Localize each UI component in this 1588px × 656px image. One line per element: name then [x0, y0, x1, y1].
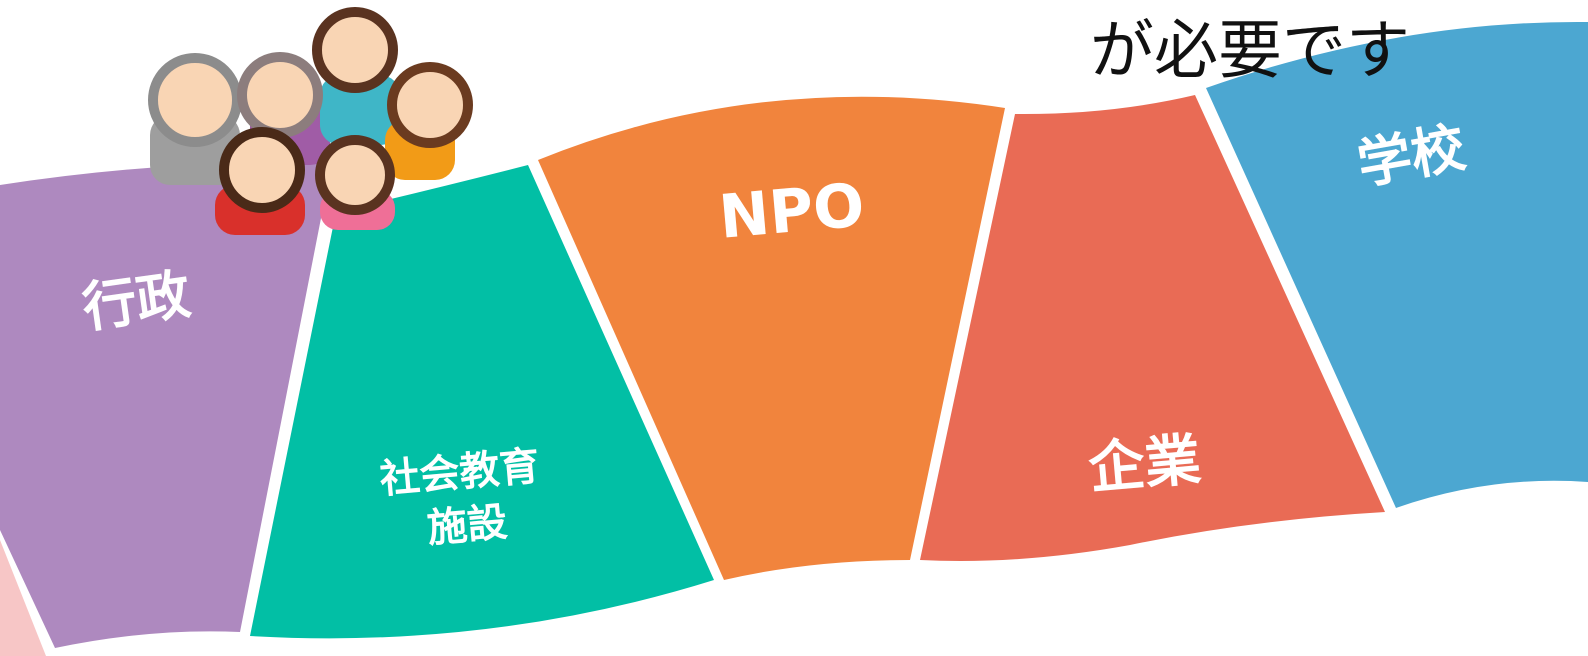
heading: が必要です — [1090, 15, 1410, 89]
segment-label: 施設 — [425, 499, 509, 552]
banner: が必要です 行政 社会教育 施設 NPO 企業 学校 — [0, 0, 1588, 656]
segment-label: 企業 — [1086, 427, 1203, 502]
segment-label: NPO — [716, 170, 867, 252]
